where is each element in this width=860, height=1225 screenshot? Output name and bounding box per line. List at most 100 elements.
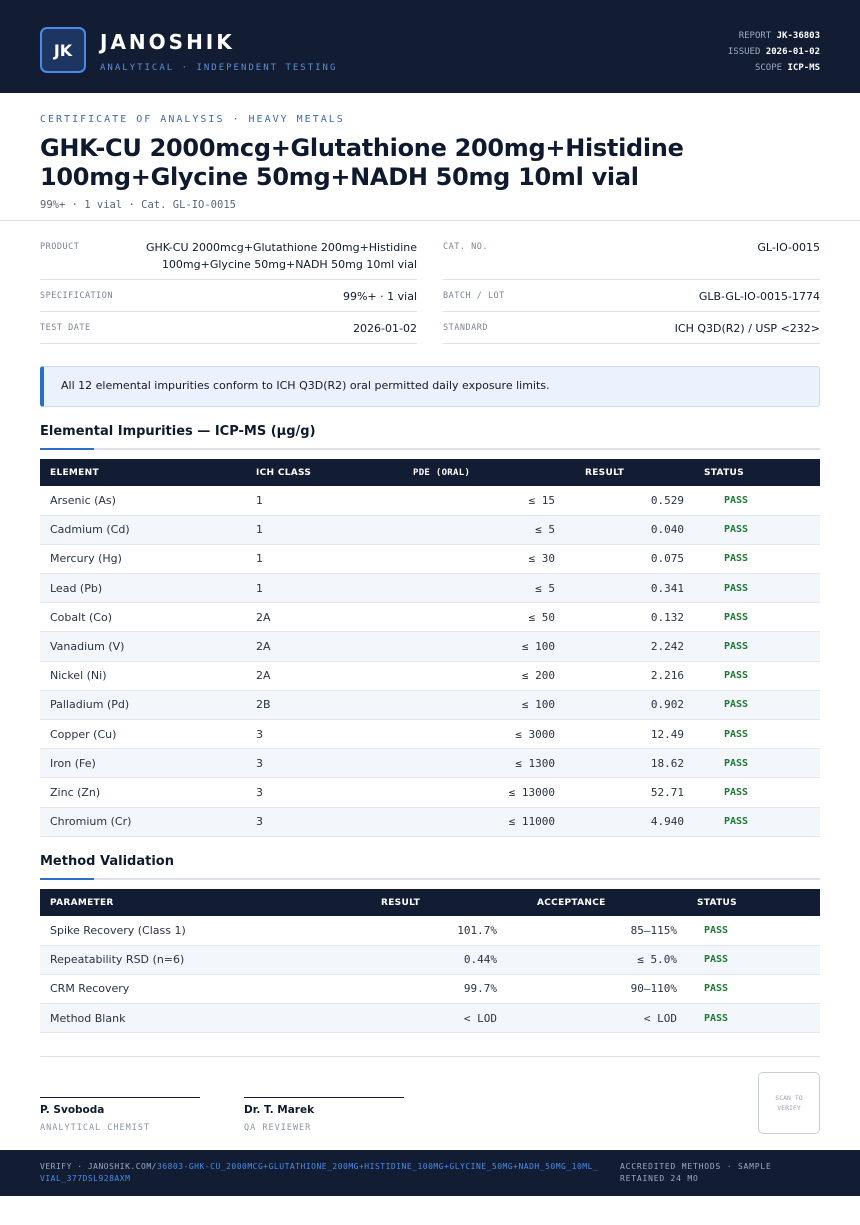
result-cell: 4.940 (565, 807, 694, 837)
standard-label: STANDARD (443, 323, 488, 333)
ich-class-cell: 3 (246, 748, 403, 779)
element-cell: Iron (Fe) (40, 748, 246, 779)
element-cell: Arsenic (As) (40, 486, 246, 516)
pde-cell: ≤ 30 (403, 544, 565, 575)
element-cell: Lead (Pb) (40, 573, 246, 604)
batch-label: BATCH / LOT (443, 291, 505, 301)
pde-cell: ≤ 11000 (403, 807, 565, 837)
table-row: Lead (Pb) 1 ≤ 5 0.341 PASS (40, 573, 820, 604)
signatory-role: QA REVIEWER (244, 1123, 312, 1133)
table-row: Vanadium (V) 2A ≤ 100 2.242 PASS (40, 631, 820, 662)
status-badge: PASS (694, 602, 820, 633)
result-cell: 101.7% (371, 916, 507, 946)
divider (443, 279, 820, 280)
pde-cell: ≤ 13000 (403, 777, 565, 808)
ich-class-cell: 2A (246, 602, 403, 633)
impurities-section-title: Elemental Impurities — ICP-MS (µg/g) (40, 424, 316, 439)
divider (443, 343, 820, 344)
test-date-value: 2026-01-02 (353, 322, 417, 335)
product-value-line2: 100mg+Glycine 50mg+NADH 50mg 10ml vial (161, 258, 417, 271)
status-badge: PASS (694, 631, 820, 662)
result-cell: 2.216 (565, 661, 694, 691)
parameter-cell: Spike Recovery (Class 1) (40, 916, 371, 946)
element-cell: Vanadium (V) (40, 631, 246, 662)
logo: JK (40, 27, 86, 73)
test-date-label: TEST DATE (40, 323, 91, 333)
table-row: Nickel (Ni) 2A ≤ 200 2.216 PASS (40, 661, 820, 691)
brand-name: JANOSHIK (100, 30, 235, 54)
pde-cell: ≤ 15 (403, 486, 565, 516)
pde-cell: ≤ 5 (403, 515, 565, 545)
col-acceptance: ACCEPTANCE (537, 897, 606, 908)
element-cell: Zinc (Zn) (40, 777, 246, 808)
status-badge: PASS (694, 515, 820, 545)
verify-link-text: VERIFY · JANOSHIK.COM/36803-GHK-CU_2000M… (40, 1161, 600, 1185)
pde-cell: ≤ 3000 (403, 719, 565, 750)
table-row: Copper (Cu) 3 ≤ 3000 12.49 PASS (40, 719, 820, 750)
col-result: RESULT (381, 897, 421, 908)
ich-class-cell: 3 (246, 807, 403, 837)
divider (40, 311, 417, 312)
table-row: Mercury (Hg) 1 ≤ 30 0.075 PASS (40, 544, 820, 575)
report-meta: REPORT JK-36803 ISSUED 2026-01-02 SCOPE … (728, 28, 820, 76)
element-cell: Palladium (Pd) (40, 690, 246, 721)
verify-link[interactable]: 36803-GHK-CU_2000MCG+GLUTATHIONE_200MG+H… (40, 1162, 599, 1183)
result-cell: 0.132 (565, 602, 694, 633)
ich-class-cell: 1 (246, 515, 403, 545)
col-result: RESULT (585, 467, 625, 478)
result-cell: 18.62 (565, 748, 694, 779)
divider (443, 311, 820, 312)
conformance-notice: All 12 elemental impurities conform to I… (40, 366, 820, 407)
status-badge: PASS (687, 916, 820, 946)
ich-class-cell: 2A (246, 661, 403, 691)
element-cell: Mercury (Hg) (40, 544, 246, 575)
status-badge: PASS (694, 690, 820, 721)
status-badge: PASS (694, 719, 820, 750)
product-value-line1: GHK-CU 2000mcg+Glutathione 200mg+Histidi… (145, 241, 417, 254)
signatory-name: Dr. T. Marek (244, 1104, 315, 1116)
table-row: Cadmium (Cd) 1 ≤ 5 0.040 PASS (40, 515, 820, 545)
validation-section-title: Method Validation (40, 854, 174, 869)
report-label: REPORT (738, 31, 772, 41)
product-label: PRODUCT (40, 242, 80, 252)
verify-qr-code[interactable]: SCAN TO VERIFY (758, 1072, 820, 1134)
table-row: Cobalt (Co) 2A ≤ 50 0.132 PASS (40, 602, 820, 633)
table-row: Repeatability RSD (n=6) 0.44% ≤ 5.0% PASS (40, 945, 820, 975)
status-badge: PASS (687, 1003, 820, 1034)
status-badge: PASS (687, 974, 820, 1005)
spec-value: 99%+ · 1 vial (342, 290, 417, 303)
col-status: STATUS (704, 467, 744, 478)
product-subline: 99%+ · 1 vial · Cat. GL-IO-0015 (40, 199, 236, 211)
table-row: Method Blank < LOD < LOD PASS (40, 1003, 820, 1034)
parameter-cell: Method Blank (40, 1003, 371, 1034)
divider (40, 343, 417, 344)
signature-line (40, 1097, 200, 1098)
result-cell: 12.49 (565, 719, 694, 750)
batch-value: GLB-GL-IO-0015-1774 (698, 290, 820, 303)
section-rule (40, 448, 820, 450)
cat-label: CAT. NO. (443, 242, 488, 252)
col-ich-class: ICH CLASS (256, 467, 312, 478)
acceptance-cell: 85–115% (507, 916, 687, 946)
product-value: GHK-CU 2000mcg+Glutathione 200mg+Histidi… (120, 239, 417, 273)
result-cell: 99.7% (371, 974, 507, 1005)
result-cell: 2.242 (565, 631, 694, 662)
document-kicker: CERTIFICATE OF ANALYSIS · HEAVY METALS (40, 114, 345, 125)
status-badge: PASS (694, 486, 820, 516)
accreditation-note: ACCREDITED METHODS · SAMPLE RETAINED 24 … (620, 1162, 772, 1183)
result-cell: 0.075 (565, 544, 694, 575)
pde-cell: ≤ 100 (403, 631, 565, 662)
acceptance-cell: ≤ 5.0% (507, 945, 687, 975)
table-header-row: PARAMETER RESULT ACCEPTANCE STATUS (40, 889, 820, 916)
ich-class-cell: 1 (246, 486, 403, 516)
pde-cell: ≤ 5 (403, 573, 565, 604)
element-cell: Copper (Cu) (40, 719, 246, 750)
result-cell: 0.341 (565, 573, 694, 604)
report-footer: VERIFY · JANOSHIK.COM/36803-GHK-CU_2000M… (0, 1150, 860, 1196)
col-parameter: PARAMETER (50, 897, 114, 908)
ich-class-cell: 1 (246, 573, 403, 604)
ich-class-cell: 1 (246, 544, 403, 575)
col-status: STATUS (697, 897, 737, 908)
signatory-role: ANALYTICAL CHEMIST (40, 1123, 151, 1133)
table-row: Iron (Fe) 3 ≤ 1300 18.62 PASS (40, 748, 820, 779)
